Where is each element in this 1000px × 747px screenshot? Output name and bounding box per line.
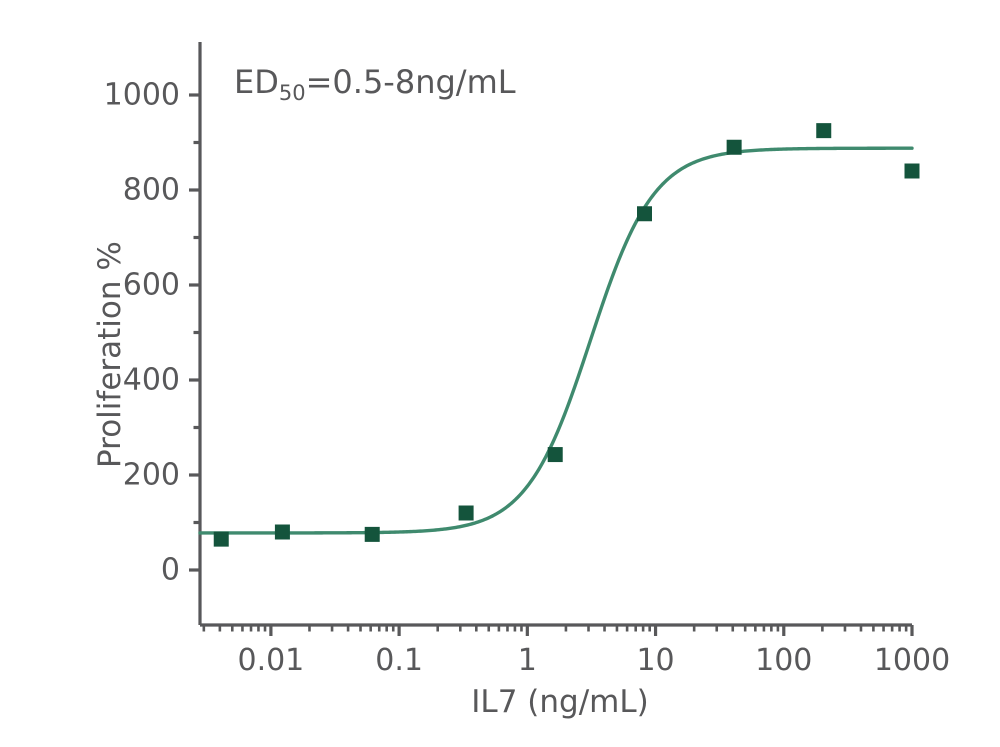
x-tick-label: 10 xyxy=(636,643,675,678)
ed50-annotation: ED50=0.5-8ng/mL xyxy=(234,63,516,105)
ed50-value: =0.5-8ng/mL xyxy=(305,63,516,101)
data-point xyxy=(637,206,652,222)
data-point xyxy=(904,163,920,179)
data-point xyxy=(458,505,474,521)
ed50-subscript: 50 xyxy=(278,81,306,105)
data-point xyxy=(213,531,229,547)
y-tick-label: 800 xyxy=(122,172,180,208)
y-tick-label: 200 xyxy=(122,457,180,493)
x-tick-label: 0.01 xyxy=(237,643,305,678)
x-tick-label: 1 xyxy=(517,643,537,678)
data-point xyxy=(274,524,290,540)
x-tick-label: 0.1 xyxy=(375,643,423,678)
data-point xyxy=(547,447,563,463)
y-tick-label: 600 xyxy=(122,267,180,303)
data-point xyxy=(816,123,832,139)
axis-spines xyxy=(198,42,912,627)
y-tick-label: 0 xyxy=(160,552,180,588)
fit-curve xyxy=(198,146,914,535)
x-axis-title: IL7 (ng/mL) xyxy=(471,684,649,720)
data-point xyxy=(726,139,742,155)
y-tick-label: 1000 xyxy=(103,77,180,113)
axis-ticks xyxy=(189,93,914,636)
ed50-prefix: ED xyxy=(234,63,279,101)
data-point xyxy=(364,526,380,542)
x-tick-label: 100 xyxy=(755,643,813,678)
y-tick-label: 400 xyxy=(122,362,180,398)
x-tick-label: 1000 xyxy=(873,643,951,678)
data-markers xyxy=(213,123,920,547)
